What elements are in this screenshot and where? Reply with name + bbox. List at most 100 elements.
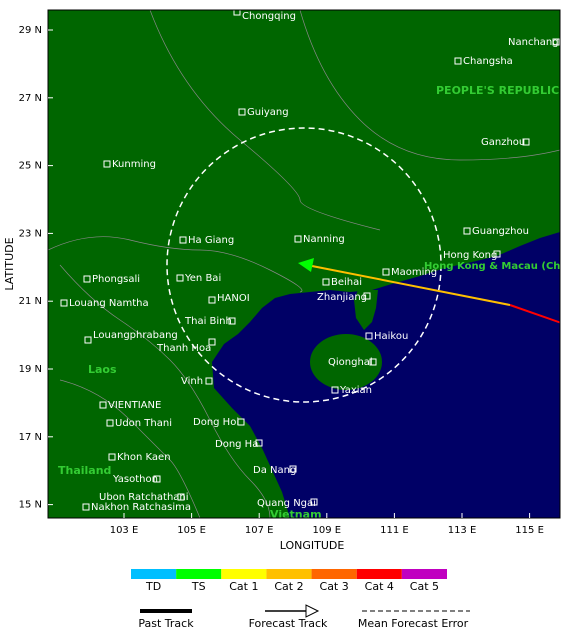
city-label: Nanchang: [508, 37, 559, 48]
region-label: PEOPLE'S REPUBLIC: [436, 84, 559, 97]
y-tick-label: 29 N: [19, 25, 42, 36]
city-label: Hong Kong: [443, 250, 497, 261]
x-tick-label: 111 E: [380, 525, 409, 536]
legend-label: Mean Forecast Error: [358, 617, 469, 630]
y-tick-label: 23 N: [19, 228, 42, 239]
city-label: Vinh: [181, 376, 203, 387]
city-marker: [208, 338, 216, 346]
city-label: VIENTIANE: [108, 400, 161, 411]
y-tick-label: 15 N: [19, 500, 42, 511]
category-label: Cat 2: [274, 580, 303, 593]
city-label: Guangzhou: [472, 226, 529, 237]
city-label: Changsha: [463, 56, 513, 67]
city-marker: [454, 57, 462, 65]
category-swatch: [356, 569, 402, 579]
region-label: Vietnam: [270, 508, 322, 521]
city-marker: [294, 235, 302, 243]
city-marker: [255, 439, 263, 447]
past-track: [509, 304, 560, 324]
city-marker: [205, 377, 213, 385]
x-tick-label: 107 E: [245, 525, 274, 536]
city-label: Thai Binh: [184, 316, 232, 327]
city-label: HANOI: [217, 293, 250, 304]
city-marker: [179, 236, 187, 244]
x-tick-label: 103 E: [110, 525, 139, 536]
region-label: Thailand: [58, 464, 111, 477]
city-label: Guiyang: [247, 107, 289, 118]
city-label: Da Nang: [253, 465, 296, 476]
city-label: Zhanjiang: [317, 292, 367, 303]
city-label: Yen Bai: [184, 273, 221, 284]
city-marker: [103, 160, 111, 168]
category-label: TD: [145, 580, 161, 593]
city-label: Louang Namtha: [69, 298, 149, 309]
city-marker: [363, 292, 371, 300]
city-label: Ha Giang: [188, 235, 234, 246]
legend-label: Forecast Track: [249, 617, 328, 630]
city-marker: [228, 317, 236, 325]
city-marker: [365, 332, 373, 340]
x-tick-label: 109 E: [313, 525, 342, 536]
city-marker: [233, 10, 241, 16]
city-marker: [463, 227, 471, 235]
cities: Chongqing Nanchang Changsha Guiyang Ganzhou K…: [60, 10, 560, 513]
category-swatch: [266, 569, 312, 579]
city-marker: [237, 418, 245, 426]
city-label: Beihai: [331, 277, 362, 288]
category-swatch: [131, 569, 177, 579]
region-label: Hong Kong & Macau (China): [424, 261, 580, 272]
city-label: Chongqing: [242, 11, 296, 22]
city-marker: [552, 38, 560, 46]
city-marker: [153, 475, 161, 483]
map-area: Chongqing Nanchang Changsha Guiyang Ganzhou K…: [48, 10, 580, 521]
x-tick-label: 105 E: [177, 525, 206, 536]
forecast-track: [311, 265, 511, 306]
city-label: Quang Ngai: [257, 498, 316, 509]
category-swatch: [176, 569, 222, 579]
city-marker: [331, 386, 339, 394]
category-label: Cat 4: [365, 580, 394, 593]
city-marker: [493, 250, 501, 258]
category-label: TS: [191, 580, 206, 593]
city-label: Qionghai: [328, 357, 373, 368]
city-label: Ubon Ratchathani: [99, 492, 189, 503]
y-tick-label: 19 N: [19, 364, 42, 375]
city-label: Udon Thani: [115, 418, 172, 429]
x-axis-label: LONGITUDE: [280, 539, 345, 552]
city-label: Dong Ha: [215, 439, 258, 450]
city-marker: [177, 493, 185, 501]
forecast-arrowhead: [298, 258, 314, 272]
city-marker: [522, 138, 530, 146]
city-marker: [82, 503, 90, 511]
city-label: Yasothon: [112, 474, 158, 485]
y-axis-label: LATITUDE: [3, 237, 16, 290]
region-label: Laos: [88, 363, 117, 376]
category-label: Cat 5: [410, 580, 439, 593]
city-label: Maoming: [391, 267, 437, 278]
city-marker: [208, 296, 216, 304]
city-label: Thanh Hoa: [156, 343, 211, 354]
city-label: Louangphrabang: [93, 330, 178, 341]
city-marker: [369, 358, 377, 366]
city-marker: [322, 278, 330, 286]
sea: [212, 232, 560, 518]
legend-arrowhead: [305, 604, 320, 618]
category-swatch: [401, 569, 447, 579]
city-label: Dong Hoi: [193, 417, 239, 428]
category-swatch: [311, 569, 357, 579]
city-marker: [238, 108, 246, 116]
city-marker: [99, 401, 107, 409]
island: [310, 334, 382, 390]
city-marker: [83, 275, 91, 283]
mean-forecast-error: [166, 127, 442, 403]
x-tick-label: 113 E: [448, 525, 477, 536]
city-marker: [310, 498, 318, 506]
legend: Past Track Forecast Track Mean Forecast …: [131, 569, 470, 630]
city-marker: [382, 268, 390, 276]
y-tick-label: 27 N: [19, 93, 42, 104]
city-marker: [176, 274, 184, 282]
y-tick-label: 25 N: [19, 161, 42, 172]
category-label: Cat 3: [320, 580, 349, 593]
x-tick-label: 115 E: [515, 525, 544, 536]
city-label: Khon Kaen: [117, 452, 171, 463]
